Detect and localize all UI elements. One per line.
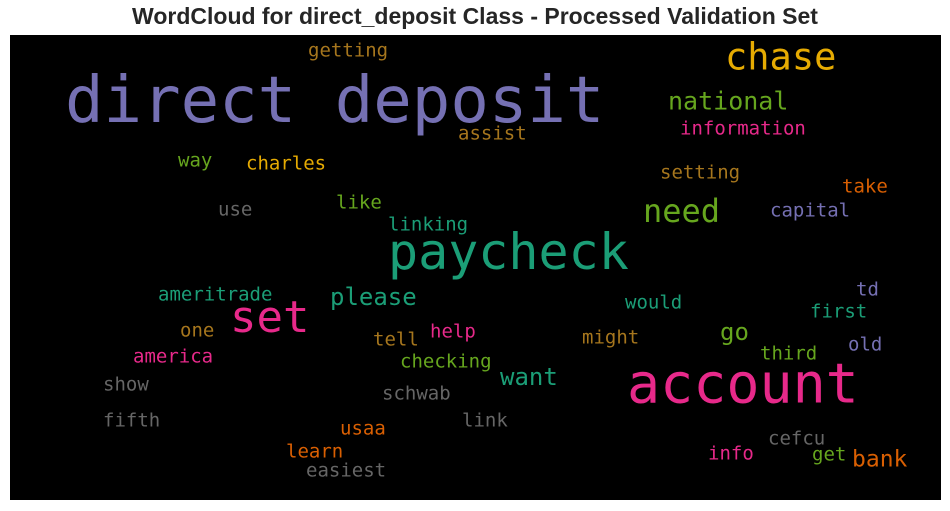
word-information: information [680,117,806,140]
word-one: one [180,319,215,342]
word-first: first [810,300,868,323]
word-charles: charles [246,152,327,175]
word-need: need [643,192,721,230]
word-direct-deposit: direct deposit [65,64,605,138]
word-go: go [720,318,749,346]
word-like: like [336,191,382,214]
word-help: help [430,320,476,343]
word-please: please [330,283,417,311]
word-old: old [848,333,883,356]
word-show: show [103,373,149,396]
word-usaa: usaa [340,417,386,440]
word-learn: learn [286,440,344,463]
word-linking: linking [388,213,469,236]
word-link: link [462,409,508,432]
word-schwab: schwab [382,382,451,405]
word-fifth: fifth [103,409,161,432]
word-paycheck: paycheck [388,223,629,281]
word-set: set [230,292,310,343]
word-might: might [582,326,640,349]
word-assist: assist [458,122,527,145]
word-get: get [812,443,847,466]
word-chase: chase [725,35,837,79]
word-easiest: easiest [306,459,387,482]
word-bank: bank [852,446,908,473]
word-tell: tell [373,328,419,351]
word-capital: capital [770,199,851,222]
word-way: way [178,149,213,172]
word-checking: checking [400,350,492,373]
word-would: would [625,291,683,314]
word-america: america [133,345,214,368]
word-third: third [760,342,818,365]
word-info: info [708,442,754,465]
word-td: td [856,278,879,301]
word-ameritrade: ameritrade [158,283,273,306]
word-cloud: direct deposit paycheck account chase set nee… [10,35,941,500]
word-want: want [500,363,558,391]
word-use: use [218,198,253,221]
word-setting: setting [660,161,741,184]
word-take: take [842,175,888,198]
word-account: account [627,351,859,416]
chart-title: WordCloud for direct_deposit Class - Pro… [132,3,818,29]
word-getting: getting [308,39,389,62]
word-cefcu: cefcu [768,427,826,450]
word-national: national [668,86,789,116]
